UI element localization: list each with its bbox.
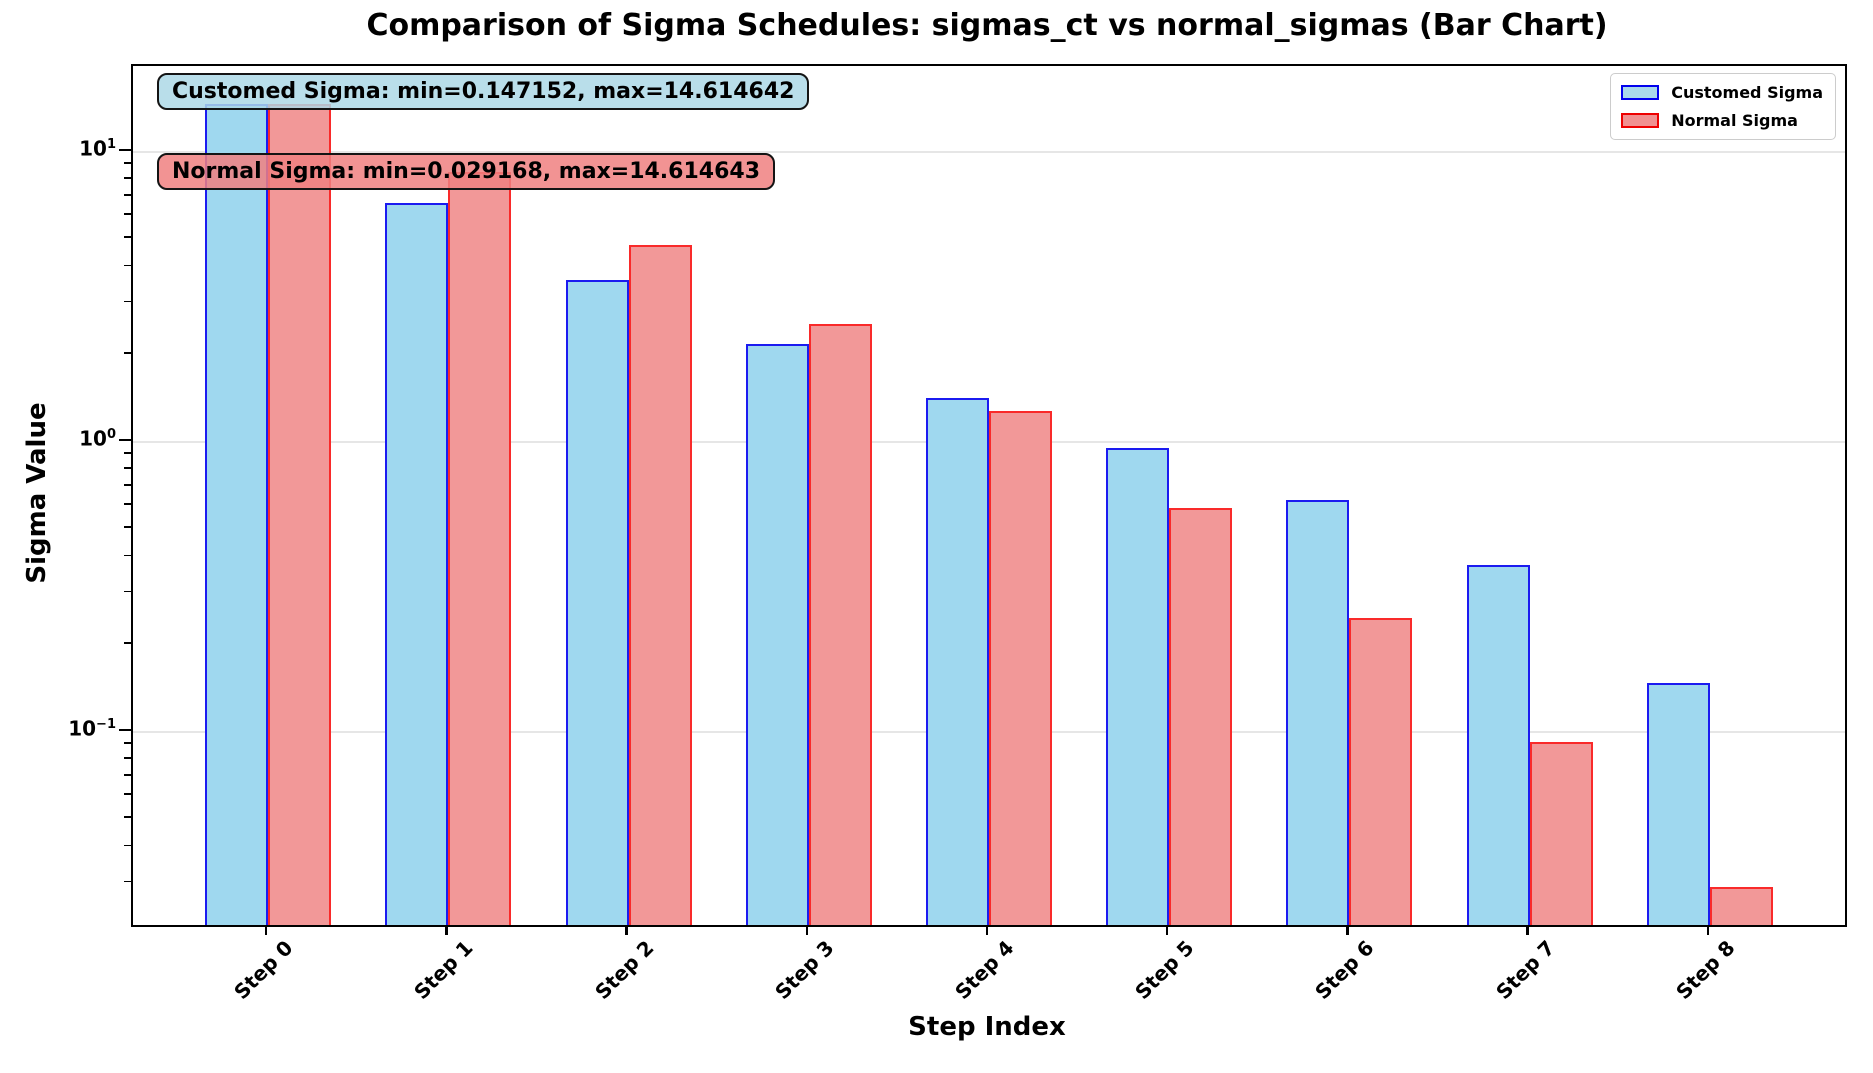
bar-normal-step5	[1169, 508, 1233, 925]
legend-swatch-normal	[1621, 113, 1660, 128]
x-tick-label-step1: Step 1	[409, 935, 478, 1004]
y-minor-tick	[124, 467, 131, 469]
x-tick-step0	[264, 925, 268, 935]
y-minor-tick	[124, 351, 131, 354]
legend: Customed Sigma Normal Sigma	[1610, 73, 1836, 140]
bar-normal-step0	[268, 104, 332, 925]
annotation-normal-sigma: Normal Sigma: min=0.029168, max=14.61464…	[157, 153, 776, 190]
y-minor-tick	[124, 880, 131, 883]
y-minor-tick	[124, 236, 131, 239]
x-tick-step4	[985, 925, 989, 935]
annotation-customed-sigma: Customed Sigma: min=0.147152, max=14.614…	[157, 73, 810, 110]
y-minor-tick	[124, 194, 131, 196]
legend-entry-customed: Customed Sigma	[1621, 83, 1823, 102]
bar-normal-step8	[1709, 887, 1773, 925]
y-minor-tick	[124, 452, 131, 455]
bar-normal-step4	[989, 410, 1052, 925]
gridline-1e1	[133, 151, 1845, 153]
y-minor-tick	[124, 742, 131, 745]
bar-customed-step7	[1466, 564, 1530, 925]
y-minor-tick	[124, 162, 131, 165]
x-tick-label-step6: Step 6	[1310, 935, 1379, 1004]
y-major-tick-1e1	[119, 148, 131, 152]
bar-normal-step2	[628, 244, 692, 925]
bar-customed-step8	[1646, 683, 1710, 925]
bar-customed-step1	[385, 203, 449, 925]
y-minor-tick	[124, 590, 131, 593]
y-minor-tick	[124, 774, 131, 776]
y-minor-tick	[124, 641, 131, 644]
bar-customed-step0	[205, 104, 269, 925]
legend-swatch-customed	[1621, 85, 1660, 100]
x-axis-label: Step Index	[908, 1012, 1066, 1042]
legend-entry-normal: Normal Sigma	[1621, 111, 1823, 130]
y-minor-tick	[124, 526, 131, 529]
y-minor-tick	[124, 213, 131, 216]
y-tick-label-1e0: 100	[79, 426, 116, 451]
chart-title: Comparison of Sigma Schedules: sigmas_ct…	[366, 8, 1608, 43]
x-tick-label-step5: Step 5	[1130, 935, 1199, 1004]
y-minor-tick	[124, 484, 131, 486]
bar-normal-step6	[1349, 617, 1413, 925]
bar-normal-step7	[1529, 742, 1593, 925]
x-tick-label-step7: Step 7	[1490, 935, 1560, 1004]
x-tick-step8	[1706, 925, 1710, 935]
legend-label-normal: Normal Sigma	[1671, 111, 1798, 130]
y-minor-tick	[124, 264, 131, 267]
y-tick-label-1e-1: 10−1	[68, 716, 116, 741]
y-minor-tick	[124, 554, 131, 557]
legend-label-customed: Customed Sigma	[1671, 83, 1823, 102]
bar-customed-step4	[926, 397, 989, 925]
x-tick-step1	[445, 925, 448, 935]
plot-area: Customed Sigma: min=0.147152, max=14.614…	[131, 64, 1847, 927]
bar-customed-step6	[1286, 500, 1350, 925]
x-tick-label-step8: Step 8	[1670, 935, 1740, 1004]
bar-customed-step3	[745, 343, 809, 925]
y-major-tick-1e-1	[119, 728, 131, 732]
x-tick-step2	[625, 925, 628, 935]
x-tick-step5	[1166, 925, 1169, 935]
bar-normal-step3	[808, 324, 872, 925]
x-tick-step6	[1346, 925, 1349, 935]
bar-normal-step1	[448, 171, 512, 925]
y-tick-label-1e1: 101	[79, 136, 116, 161]
x-tick-step3	[805, 925, 808, 935]
bar-customed-step2	[565, 279, 629, 925]
x-tick-label-step3: Step 3	[769, 935, 839, 1004]
x-tick-label-step4: Step 4	[950, 935, 1019, 1004]
y-minor-tick	[124, 816, 131, 819]
y-minor-tick	[124, 844, 131, 847]
y-major-tick-1e0	[119, 438, 131, 442]
y-minor-tick	[124, 757, 131, 759]
bar-customed-step5	[1106, 448, 1170, 925]
x-tick-label-step0: Step 0	[229, 935, 298, 1004]
y-minor-tick	[124, 177, 131, 179]
y-minor-tick	[124, 503, 131, 506]
x-tick-label-step2: Step 2	[589, 935, 659, 1004]
y-minor-tick	[124, 300, 131, 303]
y-minor-tick	[124, 793, 131, 796]
x-tick-step7	[1526, 925, 1529, 935]
